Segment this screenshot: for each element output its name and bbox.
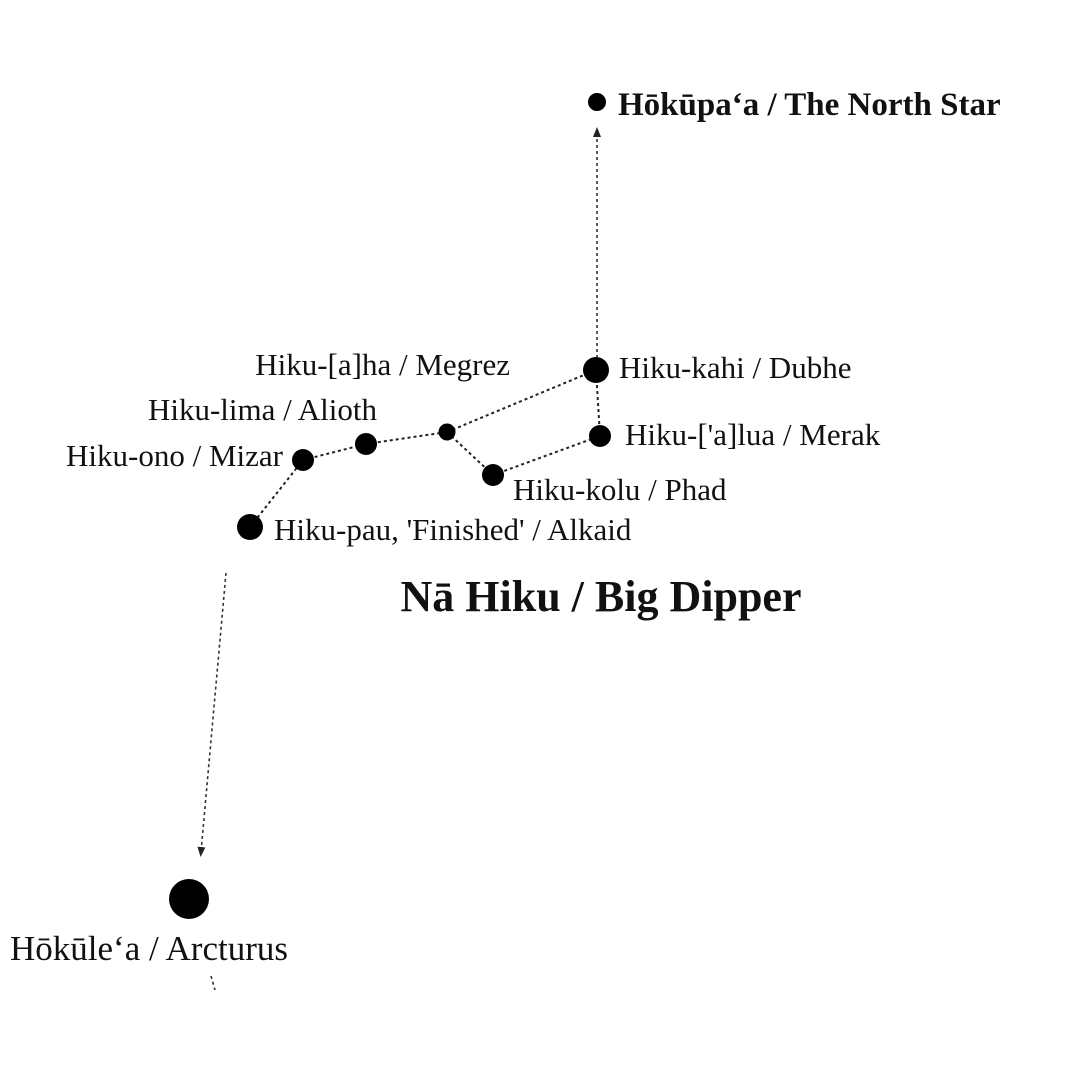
label-merak: Hiku-['a]lua / Merak [625,417,881,452]
star-alioth-dot [355,433,377,455]
line-alkaid-mizar [249,459,304,528]
label-dubhe: Hiku-kahi / Dubhe [619,350,851,385]
label-arcturus: Hōkūleʻa / Arcturus [10,929,288,968]
line-phad-merak [492,435,601,476]
label-phad: Hiku-kolu / Phad [513,472,727,507]
label-alkaid: Hiku-pau, 'Finished' / Alkaid [274,512,632,547]
line-megrez-dubhe [446,369,597,433]
pointer-arrow-arcturus [197,572,227,857]
line-alioth-megrez [365,431,448,445]
label-alioth: Hiku-lima / Alioth [148,392,378,427]
pointer-arrow-tail [210,975,216,991]
star-dubhe-dot [583,357,609,383]
star-phad-dot [482,464,504,486]
line-megrez-phad [446,431,494,476]
star-mizar-dot [292,449,314,471]
label-north-star: Hōkūpaʻa / The North Star [618,87,1001,123]
star-arcturus-dot [169,879,209,919]
stars [169,93,611,919]
diagram-title: Nā Hiku / Big Dipper [401,572,802,621]
star-merak-dot [589,425,611,447]
star-megrez-dot [438,423,456,441]
star-north-dot [588,93,606,111]
star-alkaid-dot [237,514,263,540]
label-mizar: Hiku-ono / Mizar [66,438,284,473]
label-megrez: Hiku-[a]ha / Megrez [255,347,510,382]
